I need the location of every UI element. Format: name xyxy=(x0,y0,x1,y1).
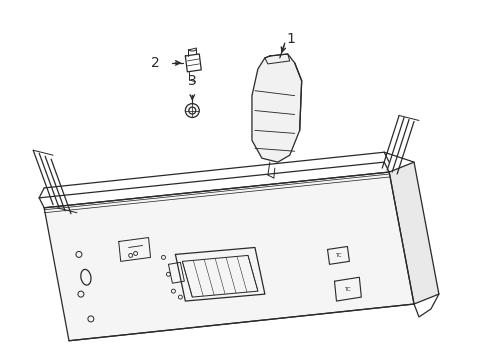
Text: TC: TC xyxy=(344,287,350,292)
Text: 2: 2 xyxy=(150,56,159,70)
Polygon shape xyxy=(251,54,301,162)
Polygon shape xyxy=(44,172,413,341)
Text: TC: TC xyxy=(334,253,341,258)
Text: 1: 1 xyxy=(286,32,295,46)
Polygon shape xyxy=(388,162,438,304)
Circle shape xyxy=(185,104,199,117)
Text: 3: 3 xyxy=(187,74,196,88)
